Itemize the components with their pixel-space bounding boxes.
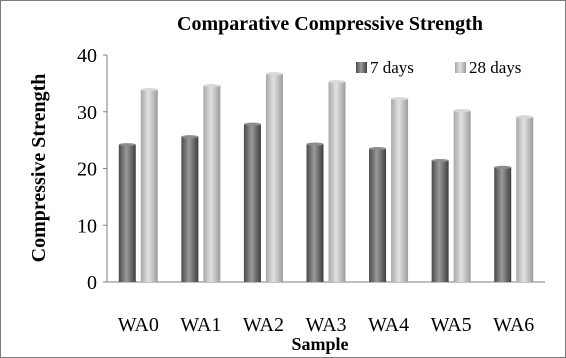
x-tick-label: WA1: [180, 314, 221, 336]
legend-swatch-7-days: [356, 62, 367, 73]
legend-label-28-days: 28 days: [469, 58, 521, 77]
bar-wa2-28-days: [265, 73, 283, 282]
bar-cap: [369, 147, 387, 151]
x-axis-label: Sample: [291, 334, 348, 354]
bar-wa1-7-days: [181, 136, 199, 282]
y-tick-label: 40: [77, 45, 97, 67]
y-tick-label: 10: [77, 215, 97, 237]
bar-wa2-7-days: [243, 124, 261, 282]
bar-wa6-28-days: [516, 116, 534, 282]
bar-wa5-28-days: [453, 110, 471, 283]
bar-cap: [181, 135, 199, 139]
bar-wa3-7-days: [306, 144, 324, 282]
bar-cap: [516, 115, 534, 119]
bar-wa4-7-days: [369, 148, 387, 282]
y-tick-label: 0: [87, 272, 97, 294]
bar-cap: [391, 97, 409, 101]
x-tick-label: WA4: [368, 314, 409, 336]
x-tick-label: WA3: [305, 314, 346, 336]
x-tick-label: WA2: [243, 314, 284, 336]
bar-cap: [265, 72, 283, 76]
x-tick-label: WA5: [431, 314, 472, 336]
legend-label-7-days: 7 days: [370, 58, 414, 77]
bar-wa0-7-days: [118, 144, 136, 282]
bar-wa5-7-days: [431, 160, 449, 282]
y-tick-label: 20: [77, 159, 97, 181]
y-axis-label: Compressive Strength: [28, 74, 50, 263]
bar-wa1-28-days: [203, 85, 221, 283]
y-tick-label: 30: [77, 102, 97, 124]
legend-swatch-28-days: [455, 62, 466, 73]
x-tick-label: WA6: [493, 314, 534, 336]
bar-wa4-28-days: [391, 98, 409, 282]
bar-cap: [453, 109, 471, 113]
bar-cap: [118, 143, 136, 147]
bar-cap: [494, 165, 512, 169]
bar-cap: [306, 142, 324, 146]
chart-title: Comparative Compressive Strength: [177, 13, 483, 35]
bar-cap: [203, 84, 221, 88]
bar-cap: [431, 158, 449, 163]
bar-wa3-28-days: [328, 81, 346, 282]
bar-cap: [243, 122, 261, 126]
bar-wa6-7-days: [494, 167, 512, 282]
x-tick-label: WA0: [118, 314, 159, 336]
bar-cap: [328, 80, 346, 84]
bar-cap: [140, 88, 158, 92]
bar-wa0-28-days: [140, 89, 158, 283]
legend: 7 days 28 days: [356, 58, 521, 77]
